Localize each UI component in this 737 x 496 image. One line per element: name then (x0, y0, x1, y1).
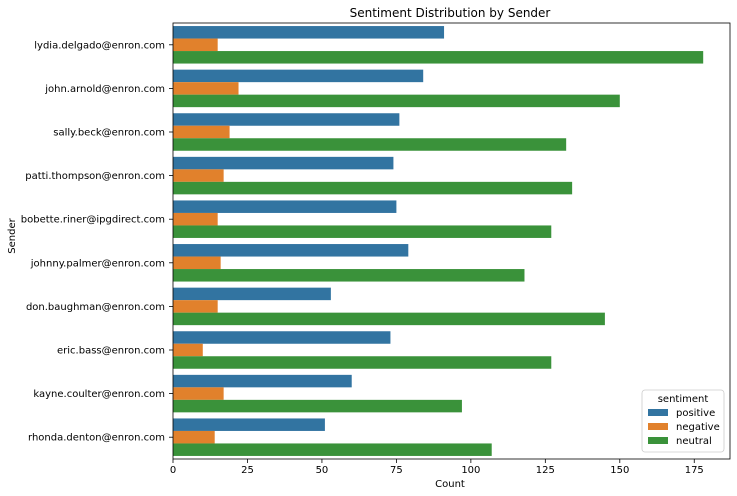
bar-neutral (173, 225, 552, 238)
legend-label-neutral: neutral (676, 436, 712, 447)
bar-positive (173, 244, 409, 257)
bar-negative (173, 82, 239, 95)
bar-positive (173, 26, 445, 39)
bar-neutral (173, 51, 704, 64)
bar-neutral (173, 181, 573, 195)
x-tick-label: 175 (685, 465, 704, 476)
x-axis-title: Count (435, 479, 465, 490)
bar-neutral (173, 356, 552, 369)
bar-positive (173, 156, 394, 170)
bar-neutral (173, 443, 492, 456)
x-tick-label: 50 (316, 465, 329, 476)
y-axis-title: Sender (7, 217, 18, 253)
bar-positive (173, 287, 331, 301)
bar-positive (173, 200, 397, 213)
bar-negative (173, 256, 221, 270)
bar-positive (173, 69, 424, 83)
bar-negative (173, 387, 224, 400)
legend-swatch-negative (648, 423, 668, 430)
legend-swatch-neutral (648, 437, 668, 444)
bar-negative (173, 38, 218, 52)
legend-title: sentiment (658, 394, 709, 405)
legend-swatch-positive (648, 409, 668, 416)
bar-neutral (173, 399, 462, 413)
y-tick-label: lydia.delgado@enron.com (34, 40, 165, 51)
chart-title: Sentiment Distribution by Sender (350, 6, 551, 20)
bar-neutral (173, 269, 525, 282)
y-tick-label: kayne.coulter@enron.com (33, 389, 165, 400)
legend-label-positive: positive (676, 408, 715, 419)
bar-positive (173, 113, 400, 126)
y-tick-label: john.arnold@enron.com (44, 84, 165, 95)
bar-positive (173, 418, 325, 431)
bar-positive (173, 331, 391, 344)
bar-negative (173, 125, 230, 139)
x-tick-label: 100 (461, 465, 480, 476)
bar-negative (173, 300, 218, 313)
legend-label-negative: negative (676, 422, 720, 433)
x-tick-label: 25 (241, 465, 254, 476)
y-tick-label: patti.thompson@enron.com (25, 171, 165, 182)
axes: lydia.delgado@enron.com john.arnold@enron… (21, 22, 731, 476)
bar-positive (173, 374, 352, 388)
x-tick-label: 75 (390, 465, 403, 476)
y-tick-label: rhonda.denton@enron.com (28, 433, 165, 444)
bar-negative (173, 212, 218, 226)
bar-negative (173, 430, 215, 444)
x-tick-label: 150 (610, 465, 629, 476)
y-tick-label: eric.bass@enron.com (57, 346, 165, 357)
y-tick-label: sally.beck@enron.com (53, 128, 165, 139)
bar-neutral (173, 312, 605, 326)
plot-frame (172, 22, 731, 460)
y-tick-label: bobette.riner@ipgdirect.com (21, 215, 165, 226)
x-tick-label: 125 (536, 465, 555, 476)
legend-box (641, 389, 725, 453)
y-tick-label: don.baughman@enron.com (26, 302, 165, 313)
bar-negative (173, 169, 224, 182)
legend: sentiment positive negative neutral (641, 389, 725, 453)
x-tick-label: 0 (170, 465, 176, 476)
bar-negative (173, 343, 203, 357)
plot-area (173, 26, 704, 456)
bar-neutral (173, 138, 567, 151)
bar-neutral (173, 94, 620, 108)
y-tick-label: johnny.palmer@enron.com (30, 258, 165, 269)
